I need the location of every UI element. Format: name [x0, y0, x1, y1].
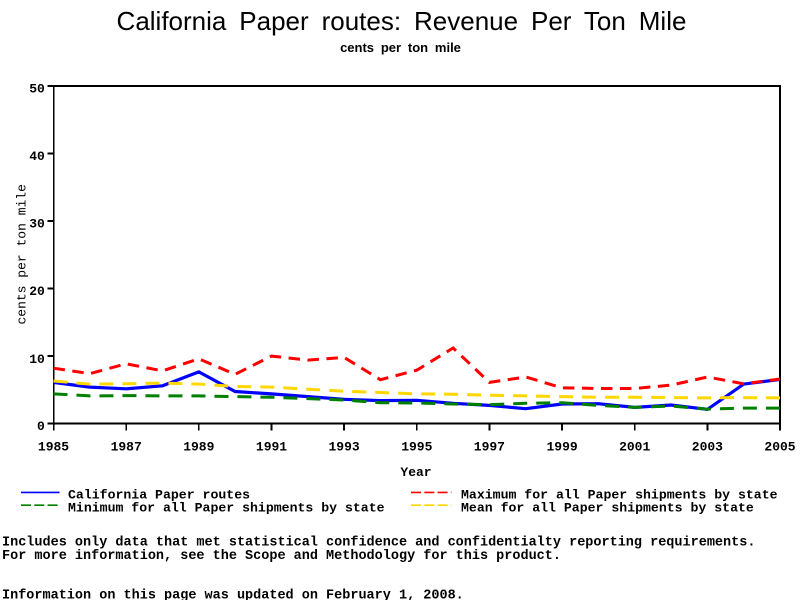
svg-text:30: 30	[29, 217, 45, 232]
svg-text:1985: 1985	[38, 440, 69, 455]
svg-text:Maximum for all Paper shipment: Maximum for all Paper shipments by state	[461, 487, 778, 502]
svg-text:2001: 2001	[619, 440, 650, 455]
svg-text:1999: 1999	[546, 440, 577, 455]
svg-text:Mean for all Paper shipments b: Mean for all Paper shipments by state	[461, 500, 754, 515]
svg-text:1989: 1989	[183, 440, 214, 455]
svg-text:1987: 1987	[111, 440, 142, 455]
svg-text:2005: 2005	[764, 440, 795, 455]
svg-text:California Paper routes: Reven: California Paper routes: Revenue Per Ton…	[117, 6, 687, 36]
svg-text:1997: 1997	[474, 440, 505, 455]
svg-text:1991: 1991	[256, 440, 287, 455]
svg-text:1993: 1993	[328, 440, 359, 455]
svg-text:Minimum for all Paper shipment: Minimum for all Paper shipments by state	[68, 500, 385, 515]
svg-text:20: 20	[29, 284, 45, 299]
svg-text:50: 50	[29, 82, 45, 97]
svg-text:10: 10	[29, 352, 45, 367]
svg-text:0: 0	[37, 419, 45, 434]
svg-text:California Paper routes: California Paper routes	[68, 487, 250, 502]
svg-text:cents per ton mile: cents per ton mile	[15, 184, 30, 324]
svg-text:1995: 1995	[401, 440, 432, 455]
svg-text:2003: 2003	[692, 440, 723, 455]
svg-text:40: 40	[29, 149, 45, 164]
svg-text:Year: Year	[400, 465, 431, 480]
svg-text:Includes only data that met st: Includes only data that met statistical …	[2, 536, 755, 551]
svg-text:Information on this page was u: Information on this page was updated on …	[2, 589, 464, 600]
svg-text:cents per ton mile: cents per ton mile	[340, 40, 461, 55]
svg-text:For more information, see the: For more information, see the Scope and …	[2, 549, 561, 564]
